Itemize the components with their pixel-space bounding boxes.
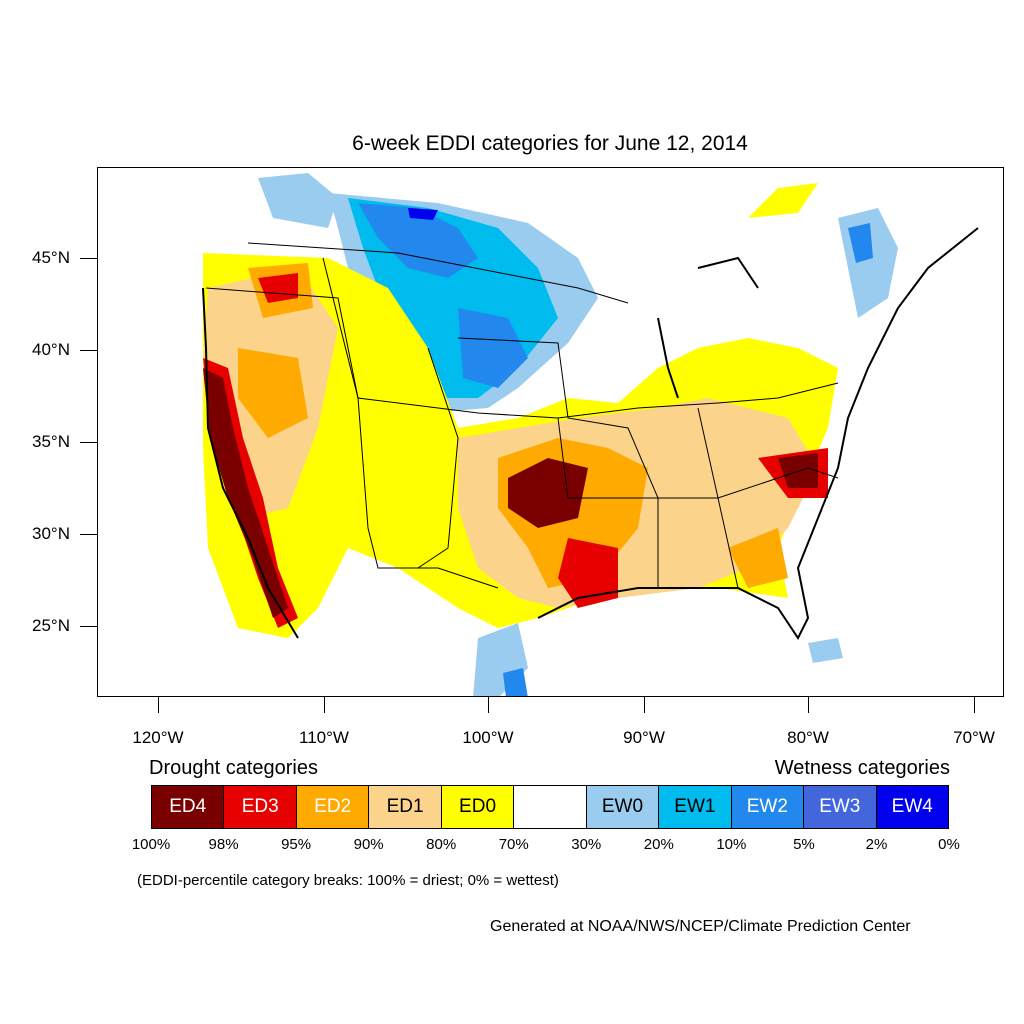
legend-ed0: ED0	[441, 786, 515, 828]
lat-label-40: 40°N	[32, 340, 70, 359]
lat-label-30: 30°N	[32, 524, 70, 543]
legend-break-label: 90%	[353, 836, 384, 853]
legend-neutral	[514, 786, 587, 828]
lon-label-80: 80°W	[787, 728, 829, 747]
legend-break-label: 2%	[865, 836, 888, 853]
drought-regions	[203, 183, 838, 638]
lat-tick	[80, 258, 97, 259]
lon-tick	[158, 697, 159, 713]
lon-tick	[488, 697, 489, 713]
lon-tick	[644, 697, 645, 713]
category-note: (EDDI-percentile category breaks: 100% =…	[137, 872, 559, 889]
coastlines	[202, 227, 979, 640]
legend-break-label: 100%	[131, 836, 171, 853]
legend-ew1: EW1	[659, 786, 732, 828]
lat-tick	[80, 442, 97, 443]
legend-break-label: 20%	[643, 836, 674, 853]
legend-break-label: 5%	[793, 836, 815, 853]
lat-tick	[80, 534, 97, 535]
lat-label-35: 35°N	[32, 432, 70, 451]
eddi-map	[202, 173, 979, 696]
legend-ew4: EW4	[876, 786, 948, 828]
lat-tick	[80, 626, 97, 627]
legend-bar: ED4 ED3 ED2 ED1 ED0 EW0 EW1 EW2 EW3 EW4	[151, 785, 949, 829]
legend-break-label: 30%	[571, 836, 602, 853]
lat-label-45: 45°N	[32, 248, 70, 267]
legend-ew0: EW0	[586, 786, 660, 828]
lon-tick	[324, 697, 325, 713]
lon-label-110: 110°W	[299, 728, 349, 747]
wetness-regions	[258, 173, 898, 696]
legend-break-label: 70%	[498, 836, 529, 853]
drought-categories-title: Drought categories	[149, 757, 318, 779]
lat-label-25: 25°N	[32, 616, 70, 635]
legend-ed3: ED3	[224, 786, 297, 828]
lon-label-100: 100°W	[462, 728, 514, 747]
legend-break-label: 10%	[716, 836, 747, 853]
credit-text: Generated at NOAA/NWS/NCEP/Climate Predi…	[490, 918, 911, 935]
legend-ew3: EW3	[804, 786, 877, 828]
map-title: 6-week EDDI categories for June 12, 2014	[352, 132, 748, 155]
borders	[205, 242, 839, 589]
lon-tick	[808, 697, 809, 713]
wetness-categories-title: Wetness categories	[774, 757, 950, 779]
map-panel	[97, 167, 1004, 697]
lon-tick	[974, 697, 975, 713]
legend-break-label: 95%	[281, 836, 312, 853]
lon-label-70: 70°W	[953, 728, 995, 747]
legend-ed4: ED4	[152, 786, 225, 828]
legend-ed1: ED1	[369, 786, 442, 828]
lon-label-120: 120°W	[132, 728, 184, 747]
legend-ew2: EW2	[731, 786, 805, 828]
legend-ed2: ED2	[296, 786, 370, 828]
lat-tick	[80, 350, 97, 351]
lon-label-90: 90°W	[623, 728, 665, 747]
legend-break-label: 80%	[426, 836, 457, 853]
legend-break-label: 0%	[938, 836, 960, 853]
legend-break-label: 98%	[208, 836, 239, 853]
